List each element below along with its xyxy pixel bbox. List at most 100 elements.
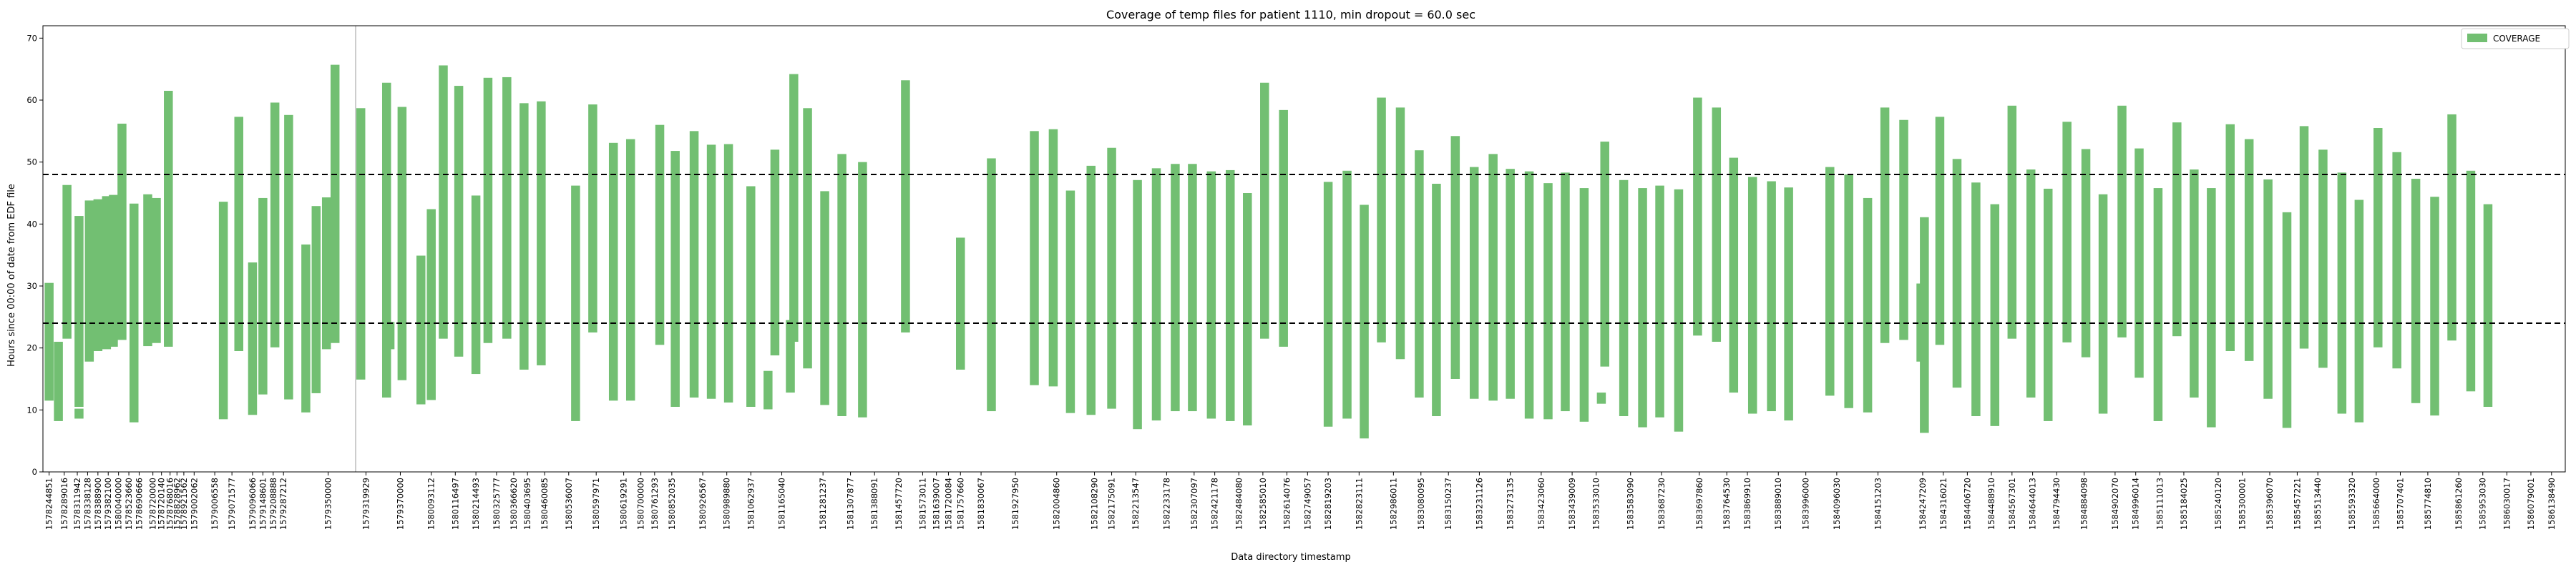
coverage-bar	[234, 117, 243, 351]
x-tick-label: 1580852035	[667, 478, 677, 530]
x-tick-label: 1585184025	[2179, 478, 2189, 530]
x-tick-label: 1581757660	[955, 478, 965, 530]
coverage-bar	[1712, 107, 1722, 342]
x-tick-label: 1578921562	[179, 478, 189, 530]
x-tick-label: 1580325777	[492, 478, 502, 530]
x-tick-label: 1580403695	[522, 478, 532, 530]
coverage-bar	[54, 342, 63, 421]
coverage-bar	[689, 131, 699, 398]
x-tick-label: 1581281237	[818, 478, 828, 530]
coverage-bar	[2318, 149, 2328, 368]
x-tick-label: 1584644013	[2028, 478, 2038, 530]
x-tick-label: 1583764530	[1722, 478, 1732, 530]
x-tick-label: 1582823111	[1354, 478, 1364, 530]
legend-label: COVERAGE	[2493, 34, 2540, 44]
coverage-bar	[1506, 169, 1515, 399]
coverage-bar	[519, 103, 529, 370]
x-tick-label: 1583231126	[1474, 478, 1484, 530]
x-tick-label: 1578690666	[134, 478, 144, 530]
coverage-bar	[1188, 164, 1197, 412]
coverage-bar	[2483, 204, 2493, 407]
x-tick-label: 1583150237	[1443, 478, 1453, 530]
coverage-bar	[2117, 105, 2127, 337]
coverage-bar	[858, 162, 867, 418]
x-tick-label: 1585457221	[2292, 478, 2302, 530]
coverage-bar	[1674, 189, 1684, 432]
coverage-bar	[1899, 119, 1908, 340]
coverage-bar	[1543, 183, 1553, 420]
x-tick-label: 1583889010	[1773, 478, 1783, 530]
x-tick-label: 1580597971	[591, 478, 601, 530]
x-tick-label: 1584884098	[2079, 478, 2089, 530]
x-tick-label: 1578720140	[157, 478, 167, 530]
coverage-bar	[1729, 157, 1739, 393]
coverage-bar	[956, 237, 965, 370]
x-tick-label: 1584567301	[2007, 478, 2017, 530]
x-axis-label: Data directory timestamp	[1231, 552, 1351, 563]
coverage-bar	[2282, 212, 2292, 428]
coverage-bar	[1450, 136, 1460, 379]
y-tick-label: 50	[26, 157, 37, 167]
coverage-bar	[1086, 165, 1096, 415]
coverage-bar	[321, 197, 331, 350]
coverage-bar	[2172, 122, 2182, 337]
coverage-bar	[588, 104, 597, 333]
coverage-bar	[1030, 131, 1039, 385]
coverage-bar	[1784, 187, 1793, 421]
coverage-bar	[1990, 204, 2000, 426]
coverage-bar	[284, 114, 293, 400]
legend-swatch	[2467, 34, 2487, 42]
coverage-bar	[2354, 199, 2364, 423]
coverage-bar	[483, 77, 493, 343]
legend: COVERAGE	[2461, 28, 2570, 49]
coverage-bar	[1825, 167, 1835, 396]
coverage-bar	[803, 108, 812, 369]
x-tick-label: 1583996000	[1801, 478, 1811, 530]
coverage-bar	[439, 65, 448, 339]
x-tick-label: 1582213547	[1131, 478, 1141, 530]
coverage-bar	[1151, 168, 1161, 421]
coverage-bar	[537, 101, 546, 365]
x-tick-label: 1580366620	[509, 478, 519, 530]
x-tick-label: 1585300001	[2238, 478, 2248, 530]
coverage-bar	[2337, 172, 2347, 414]
x-tick-label: 1584996014	[2131, 478, 2141, 530]
x-tick-label: 1581062937	[746, 478, 756, 530]
coverage-bar	[1432, 184, 1441, 416]
x-tick-label: 1585774810	[2423, 478, 2433, 530]
coverage-bar	[2007, 105, 2017, 339]
x-tick-label: 1584406720	[1962, 478, 1972, 530]
x-tick-label: 1583273135	[1506, 478, 1516, 530]
coverage-bar	[44, 282, 54, 401]
x-tick-label: 1585396070	[2265, 478, 2275, 530]
coverage-bar	[1863, 197, 1873, 413]
x-tick-label: 1583869910	[1742, 478, 1752, 530]
coverage-bar	[837, 154, 847, 416]
coverage-bar	[1395, 107, 1405, 360]
x-tick-label: 1582585010	[1258, 478, 1268, 530]
coverage-bar	[385, 322, 395, 350]
x-tick-label: 1580214493	[471, 478, 481, 530]
x-tick-label: 1584151203	[1873, 478, 1883, 530]
x-tick-label: 1583583090	[1626, 478, 1636, 530]
coverage-bar	[102, 196, 112, 350]
x-tick-label: 1580761293	[650, 478, 660, 530]
coverage-bar	[2153, 188, 2163, 421]
coverage-bar	[1844, 174, 1853, 408]
coverage-bar	[1561, 172, 1570, 412]
coverage-bar	[311, 206, 321, 393]
x-tick-label: 1578244851	[44, 478, 54, 530]
coverage-bar	[1880, 107, 1890, 343]
coverage-bar	[130, 203, 139, 423]
x-tick-label: 1582614076	[1282, 478, 1292, 530]
x-tick-label: 1580619291	[619, 478, 629, 530]
x-tick-label: 1578828962	[172, 478, 182, 530]
x-tick-label: 1578338128	[82, 478, 92, 530]
x-tick-label: 1578388900	[93, 478, 103, 530]
coverage-bar	[454, 86, 464, 357]
coverage-bar	[74, 408, 84, 419]
x-tick-label: 1581457720	[894, 478, 904, 530]
coverage-bar	[2466, 170, 2476, 392]
coverage-bar	[1935, 117, 1945, 345]
